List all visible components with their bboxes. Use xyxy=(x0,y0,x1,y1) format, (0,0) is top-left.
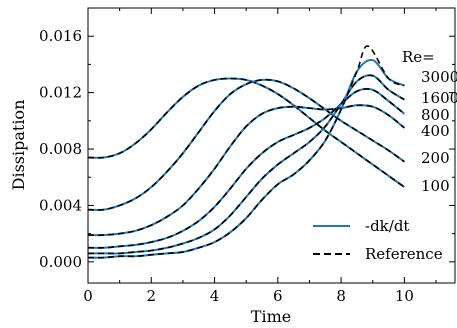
x-tick-label: 6 xyxy=(273,287,283,305)
re-header-label: Re= xyxy=(402,48,435,66)
re-label-400: 400 xyxy=(421,122,450,140)
x-tick-label: 2 xyxy=(147,287,157,305)
re-label-800: 800 xyxy=(421,106,450,124)
series-line-re-100 xyxy=(87,77,405,188)
reference-line-re-200 xyxy=(87,78,405,211)
y-tick-label: 0.012 xyxy=(39,84,82,102)
reference-line-re-100 xyxy=(87,77,405,188)
reference-line-re-400 xyxy=(87,104,405,236)
re-label-200: 200 xyxy=(421,149,450,167)
series-line-re-200 xyxy=(87,78,405,211)
reference-line-re-800 xyxy=(87,88,405,249)
legend-label-reference: Reference xyxy=(365,245,443,263)
y-axis-title: Dissipation xyxy=(9,100,28,191)
series-line-re-1600 xyxy=(88,74,405,255)
reference-line-re-1600 xyxy=(88,74,405,255)
series-line-re-3000 xyxy=(87,58,405,259)
x-tick-label: 0 xyxy=(83,287,93,305)
y-tick-label: 0.000 xyxy=(39,253,82,271)
x-axis-title: Time xyxy=(251,307,291,326)
legend: -dk/dt Reference xyxy=(313,217,443,263)
re-label-100: 100 xyxy=(421,177,450,195)
series-layer xyxy=(87,45,406,259)
x-tick-label: 4 xyxy=(210,287,220,305)
ticks-layer: 0 2 4 6 8 10 0.000 0.004 0.008 0.012 0.016 xyxy=(39,8,455,305)
series-line-re-800 xyxy=(87,87,406,249)
x-tick-label: 8 xyxy=(336,287,346,305)
y-tick-label: 0.004 xyxy=(39,196,82,214)
re-label-3000: 3000 xyxy=(421,68,457,86)
legend-label-dkdt: -dk/dt xyxy=(365,217,409,235)
y-tick-label: 0.016 xyxy=(39,27,82,45)
reference-line-re-3000 xyxy=(87,45,405,259)
x-tick-label: 10 xyxy=(395,287,414,305)
re-label-1600: 1600 xyxy=(421,89,457,107)
plot-frame xyxy=(87,7,456,284)
y-tick-label: 0.008 xyxy=(39,140,82,158)
